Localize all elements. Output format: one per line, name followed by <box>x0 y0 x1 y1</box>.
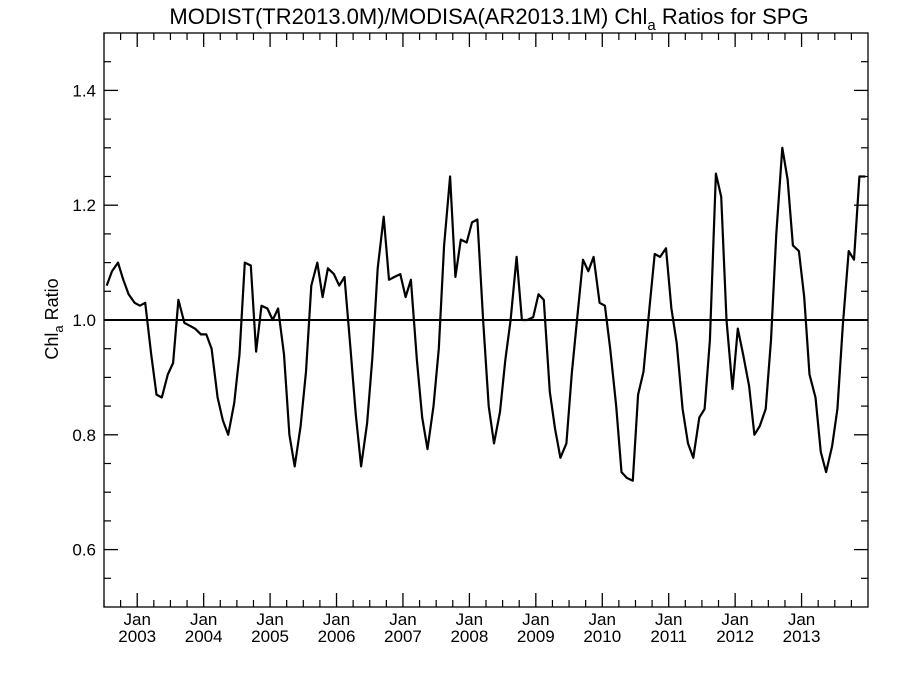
y-tick-label: 1.2 <box>72 196 96 215</box>
x-tick-label-year: 2010 <box>583 627 621 646</box>
plot-area <box>104 146 868 482</box>
x-tick-label-month: Jan <box>721 610 748 629</box>
x-tick-label-year: 2004 <box>185 627 223 646</box>
y-axis-label-rest: Ratio <box>42 278 62 325</box>
x-tick-label-month: Jan <box>522 610 549 629</box>
x-tick-label-year: 2003 <box>118 627 156 646</box>
x-tick-label-month: Jan <box>589 610 616 629</box>
y-tick-label: 0.6 <box>72 541 96 560</box>
axes: 0.60.81.01.21.4Jan2003Jan2004Jan2005Jan2… <box>72 32 869 646</box>
x-tick-label-year: 2005 <box>251 627 289 646</box>
y-tick-label: 1.0 <box>72 311 96 330</box>
x-tick-label-month: Jan <box>124 610 151 629</box>
x-tick-label-month: Jan <box>456 610 483 629</box>
x-tick-label-month: Jan <box>190 610 217 629</box>
chart-title-main: MODIST(TR2013.0M)/MODISA(AR2013.1M) Chl <box>169 4 647 29</box>
x-tick-label-month: Jan <box>389 610 416 629</box>
x-tick-label-year: 2013 <box>783 627 821 646</box>
x-tick-label-year: 2011 <box>650 627 687 646</box>
x-tick-label-year: 2006 <box>318 627 356 646</box>
y-axis-label-subscript: a <box>51 325 66 333</box>
chart-title-rest: Ratios for SPG <box>656 4 809 29</box>
x-tick-label-year: 2012 <box>716 627 754 646</box>
x-tick-label-month: Jan <box>323 610 350 629</box>
x-tick-label-month: Jan <box>788 610 815 629</box>
x-tick-label-year: 2009 <box>517 627 555 646</box>
x-tick-label-month: Jan <box>256 610 283 629</box>
x-tick-label-year: 2008 <box>450 627 488 646</box>
chart-title-subscript: a <box>647 17 656 34</box>
series-line <box>105 146 866 482</box>
x-tick-label-month: Jan <box>655 610 682 629</box>
chart-title: MODIST(TR2013.0M)/MODISA(AR2013.1M) Chla… <box>169 4 808 34</box>
x-tick-label-year: 2007 <box>384 627 422 646</box>
y-axis-label-main: Chl <box>42 333 62 360</box>
y-tick-label: 0.8 <box>72 426 96 445</box>
y-tick-label: 1.4 <box>72 81 96 100</box>
y-axis-label: Chla Ratio <box>42 278 66 359</box>
